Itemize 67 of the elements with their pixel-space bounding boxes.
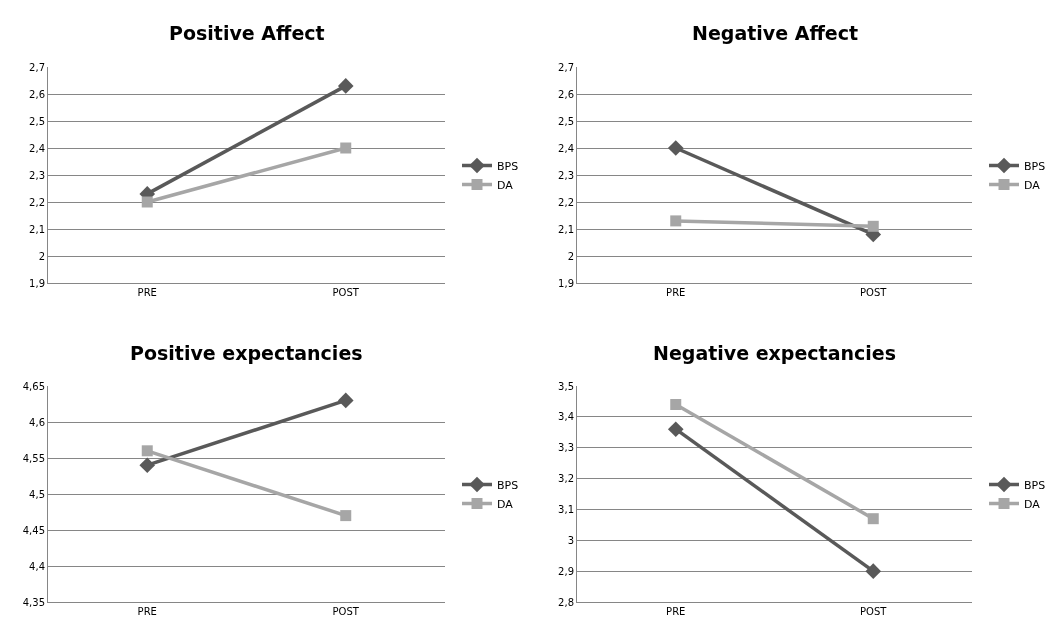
legend-label: BPS — [1024, 478, 1046, 492]
point — [139, 457, 156, 473]
y-tick-label: 4,65 — [22, 380, 45, 392]
point — [867, 220, 879, 232]
point — [141, 196, 153, 208]
y-tick-label: 3,1 — [558, 503, 574, 515]
y-tick-label: 2,3 — [558, 169, 574, 181]
point — [337, 392, 354, 409]
y-tick-label: 2,8 — [558, 596, 574, 608]
y-tick-label: 2,5 — [558, 115, 574, 127]
chart-title: Negative expectancies — [653, 342, 896, 364]
point — [867, 513, 879, 525]
legend-label: BPS — [497, 159, 519, 173]
legend-label: DA — [497, 497, 514, 511]
point — [670, 215, 682, 227]
y-tick-label: 2 — [38, 250, 45, 262]
x-tick-label: PRE — [666, 287, 686, 298]
y-tick-label: 2,4 — [558, 142, 574, 154]
y-tick-label: 2,2 — [29, 196, 45, 208]
y-tick-label: 1,9 — [558, 277, 574, 289]
y-tick-label: 4,5 — [29, 488, 45, 500]
y-tick-label: 4,6 — [29, 416, 45, 428]
y-tick-label: 2,2 — [558, 196, 574, 208]
y-tick-label: 3,2 — [558, 473, 574, 485]
y-tick-label: 2,7 — [29, 61, 45, 73]
chart-title: Positive Affect — [169, 22, 325, 44]
x-tick-label: PRE — [137, 287, 157, 298]
point — [865, 563, 882, 579]
y-tick-label: 2,4 — [29, 142, 45, 154]
y-tick-label: 2,9 — [558, 565, 574, 577]
point — [667, 140, 684, 156]
point — [667, 421, 684, 437]
x-tick-label: POST — [332, 287, 360, 298]
x-tick-label: POST — [332, 606, 360, 617]
y-tick-label: 2 — [567, 250, 574, 262]
y-tick-label: 2,6 — [29, 88, 45, 100]
y-tick-label: 2,5 — [29, 115, 45, 127]
point — [141, 445, 153, 457]
y-tick-label: 4,35 — [22, 596, 45, 608]
y-tick-label: 2,3 — [29, 169, 45, 181]
y-tick-label: 2,6 — [558, 88, 574, 100]
legend-label: BPS — [1024, 159, 1046, 173]
legend-label: DA — [1024, 178, 1041, 192]
y-tick-label: 4,55 — [22, 452, 45, 464]
legend-label: DA — [497, 178, 514, 192]
x-tick-label: PRE — [137, 606, 157, 617]
chart-title: Positive expectancies — [130, 342, 363, 364]
legend-label: BPS — [497, 478, 519, 492]
x-tick-label: PRE — [666, 606, 686, 617]
point — [340, 142, 352, 154]
y-tick-label: 4,4 — [29, 560, 45, 572]
point — [337, 78, 354, 94]
y-tick-label: 4,45 — [22, 524, 45, 536]
y-tick-label: 3,5 — [558, 380, 574, 392]
x-tick-label: POST — [860, 287, 888, 298]
y-tick-label: 3 — [567, 534, 574, 546]
y-tick-label: 1,9 — [29, 277, 45, 289]
y-tick-label: 3,4 — [558, 411, 574, 423]
y-tick-label: 2,7 — [558, 61, 574, 73]
y-tick-label: 2,1 — [29, 223, 45, 235]
point — [670, 399, 682, 411]
legend-label: DA — [1024, 497, 1041, 511]
chart-title: Negative Affect — [692, 22, 859, 44]
point — [340, 510, 352, 522]
y-tick-label: 3,3 — [558, 442, 574, 454]
y-tick-label: 2,1 — [558, 223, 574, 235]
x-tick-label: POST — [860, 606, 888, 617]
